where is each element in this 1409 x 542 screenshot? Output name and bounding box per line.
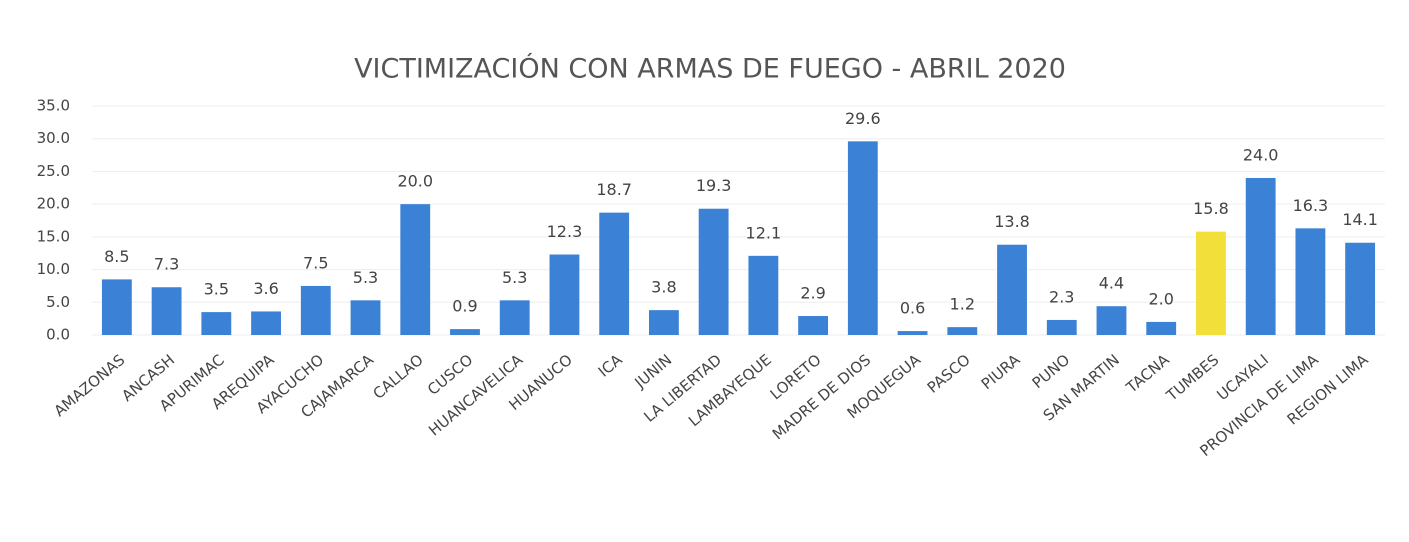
bar	[400, 204, 431, 335]
y-tick-label: 20.0	[37, 195, 70, 213]
value-label: 12.1	[746, 223, 782, 242]
y-tick-label: 10.0	[37, 260, 70, 278]
y-tick-label: 30.0	[37, 129, 70, 147]
value-label: 18.7	[596, 180, 632, 199]
bar	[151, 287, 182, 335]
bar	[1345, 242, 1376, 335]
value-label: 5.3	[502, 268, 527, 287]
bar	[1046, 319, 1077, 335]
value-label: 8.5	[104, 247, 129, 266]
value-label: 29.6	[845, 109, 881, 128]
y-tick-label: 15.0	[37, 227, 70, 245]
bar	[648, 310, 679, 335]
bar	[101, 279, 132, 335]
bar	[748, 255, 779, 335]
value-label: 2.0	[1148, 289, 1173, 308]
y-tick-label: 35.0	[37, 97, 70, 115]
value-label: 16.3	[1293, 196, 1329, 215]
value-label: 2.3	[1049, 287, 1074, 306]
y-tick-label: 5.0	[46, 293, 70, 311]
bar	[450, 329, 480, 335]
bar	[1245, 177, 1276, 335]
x-tick-label: PASCO	[924, 351, 974, 397]
x-tick-label: ICA	[595, 350, 626, 380]
x-tick-label: PIURA	[978, 350, 1024, 393]
bar	[798, 316, 829, 335]
bar	[350, 300, 381, 335]
bar	[947, 327, 978, 335]
value-label: 3.5	[204, 280, 229, 299]
value-label: 1.2	[950, 295, 975, 314]
value-label: 24.0	[1243, 145, 1279, 164]
value-label: 7.3	[154, 255, 179, 274]
value-label: 15.8	[1193, 199, 1229, 218]
bar	[1146, 321, 1177, 335]
y-tick-label: 25.0	[37, 162, 70, 180]
bar	[300, 285, 331, 335]
bar	[847, 141, 878, 335]
value-label: 19.3	[696, 176, 732, 195]
value-label: 2.9	[800, 284, 825, 303]
value-label: 14.1	[1342, 210, 1378, 229]
x-tick-label: TUMBES	[1162, 351, 1222, 406]
value-label: 0.6	[900, 299, 925, 318]
value-label: 4.4	[1099, 274, 1124, 293]
value-label: 3.6	[253, 279, 278, 298]
bar	[499, 300, 530, 335]
bar	[997, 244, 1027, 335]
value-label: 7.5	[303, 253, 328, 272]
value-label: 5.3	[353, 268, 378, 287]
value-label: 3.8	[651, 278, 676, 297]
bar	[599, 212, 630, 335]
value-label: 13.8	[994, 212, 1030, 231]
bar	[1196, 231, 1226, 335]
value-label: 12.3	[547, 222, 583, 241]
bar	[1096, 306, 1127, 335]
value-label: 0.9	[452, 297, 477, 316]
bar	[549, 254, 580, 335]
y-tick-label: 0.0	[46, 326, 70, 344]
bar	[698, 208, 729, 335]
bar	[251, 311, 281, 335]
x-tick-label: PUNO	[1029, 351, 1074, 392]
bar	[1295, 228, 1326, 335]
x-tick-label: JUNIN	[631, 351, 676, 393]
x-tick-label: AMAZONAS	[50, 351, 128, 420]
bar	[897, 331, 928, 335]
bar	[201, 312, 232, 335]
value-label: 20.0	[397, 172, 433, 191]
x-tick-label: CALLAO	[369, 351, 426, 403]
chart-title: VICTIMIZACIÓN CON ARMAS DE FUEGO - ABRIL…	[354, 53, 1066, 85]
